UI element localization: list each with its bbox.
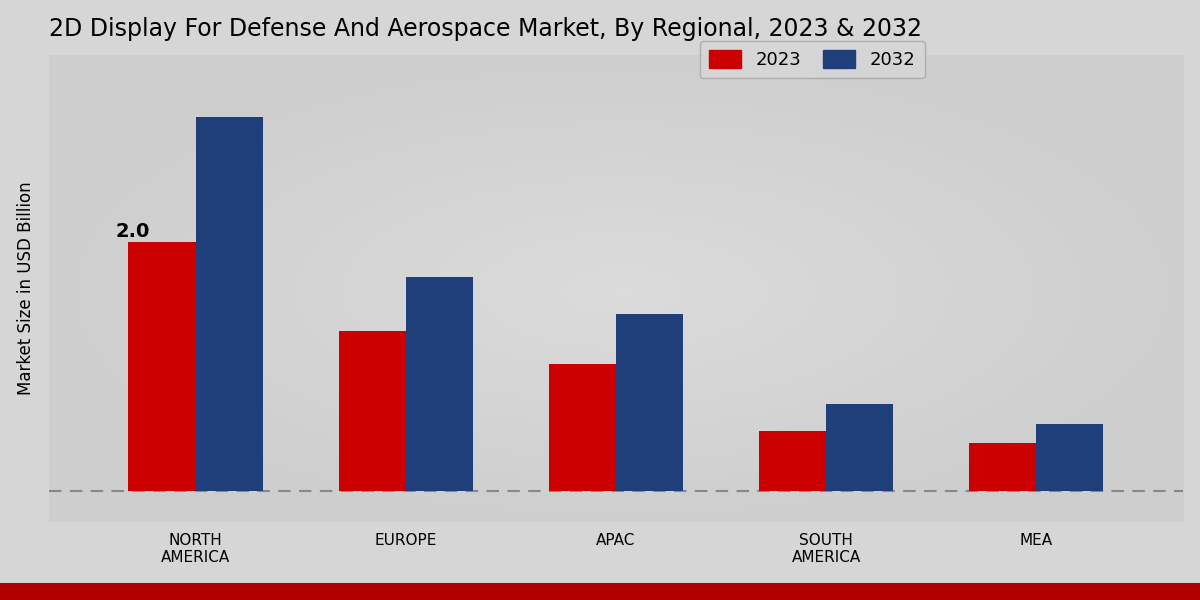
Bar <box>548 364 616 491</box>
Y-axis label: Market Size in USD Billion: Market Size in USD Billion <box>17 182 35 395</box>
Bar <box>196 118 263 491</box>
Bar <box>338 331 406 491</box>
Bar <box>128 242 196 491</box>
Bar <box>616 314 683 491</box>
Legend: 2023, 2032: 2023, 2032 <box>700 41 925 78</box>
Bar <box>1037 424 1104 491</box>
Text: 2D Display For Defense And Aerospace Market, By Regional, 2023 & 2032: 2D Display For Defense And Aerospace Mar… <box>48 17 922 41</box>
Bar <box>826 404 893 491</box>
Bar <box>968 443 1037 491</box>
Bar <box>758 431 826 491</box>
Bar <box>406 277 473 491</box>
Text: 2.0: 2.0 <box>116 222 150 241</box>
